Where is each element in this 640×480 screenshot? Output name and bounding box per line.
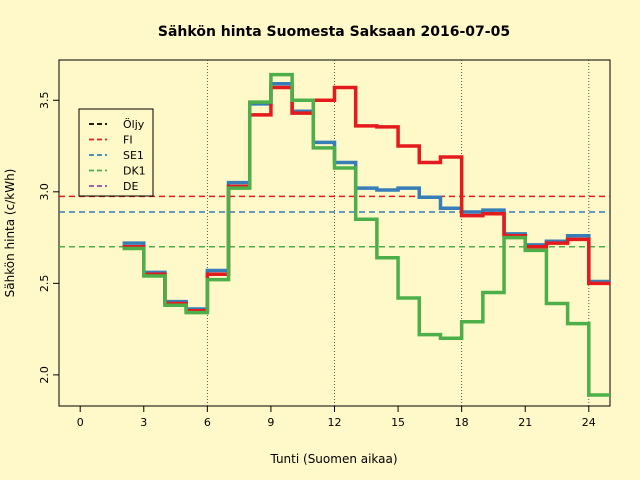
series-se1: [122, 82, 610, 311]
y-axis: 2.0 2.5 3.0 3.5: [38, 92, 59, 384]
x-tick-label-0: 0: [77, 416, 84, 429]
x-tick-label-9: 9: [267, 416, 274, 429]
y-tick-label-2: 2.0: [38, 366, 51, 384]
x-axis: 0 3 6 9 12 15 18 21 24: [77, 406, 596, 429]
y-tick-label-3: 3.0: [38, 183, 51, 201]
x-tick-label-24: 24: [582, 416, 596, 429]
legend-label-0: Öljy: [123, 118, 145, 131]
vertical-reference-lines: [206, 60, 590, 406]
y-axis-label: Sähkön hinta (c/kWh): [3, 169, 17, 298]
legend-label-1: FI: [123, 134, 133, 147]
x-tick-label-3: 3: [140, 416, 147, 429]
chart-title: Sähkön hinta Suomesta Saksaan 2016-07-05: [158, 24, 510, 40]
x-tick-label-6: 6: [204, 416, 211, 429]
legend-label-4: DE: [123, 180, 138, 193]
x-axis-label: Tunti (Suomen aikaa): [269, 452, 397, 466]
x-tick-label-21: 21: [518, 416, 532, 429]
legend-box: [78, 108, 154, 197]
legend-label-2: SE1: [123, 149, 144, 162]
x-tick-label-18: 18: [455, 416, 469, 429]
y-tick-label-2.5: 2.5: [38, 275, 51, 293]
legend-label-3: DK1: [123, 165, 146, 178]
series-dk1: [122, 72, 610, 397]
series-fi: [122, 85, 610, 313]
price-series: [122, 72, 610, 397]
x-tick-label-12: 12: [328, 416, 342, 429]
x-tick-label-15: 15: [391, 416, 405, 429]
legend: Öljy FI SE1 DK1 DE: [78, 108, 154, 197]
y-tick-label-3.5: 3.5: [38, 92, 51, 110]
average-lines: [59, 195, 610, 248]
